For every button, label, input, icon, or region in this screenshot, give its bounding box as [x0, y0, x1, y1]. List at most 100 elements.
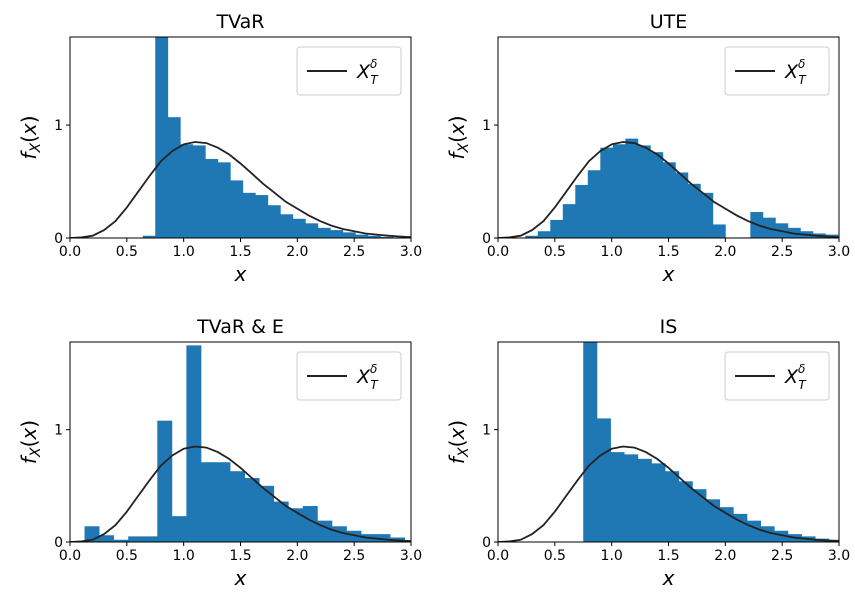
- histogram-bar: [113, 539, 129, 542]
- histogram-bar: [662, 162, 676, 238]
- y-tick-label: 1: [54, 423, 63, 439]
- histogram-bar: [186, 345, 202, 542]
- y-axis-label: fX(x): [17, 115, 44, 159]
- histogram-bar: [273, 501, 289, 542]
- histogram-bar: [562, 204, 576, 238]
- histogram-bar: [746, 520, 761, 542]
- x-tick-label: 1.5: [229, 548, 251, 564]
- histogram-bar: [171, 516, 187, 542]
- histogram-bar: [180, 144, 194, 238]
- histogram-bar: [678, 481, 693, 542]
- x-tick-label: 0.5: [544, 244, 566, 260]
- histogram-bar: [719, 507, 734, 542]
- histogram-bar: [280, 214, 294, 238]
- legend: Xδ T: [296, 351, 402, 401]
- chart-title: UTE: [650, 11, 688, 33]
- x-tick-label: 2.5: [343, 244, 365, 260]
- legend-label: Xδ T: [356, 57, 379, 87]
- chart-panel-1: 0.0 0.5 1.0 1.5 2.0 2.5 3.0 0 1 TVaR x fX(x) Xδ T: [17, 11, 422, 286]
- y-tick-label: 0: [482, 231, 491, 247]
- histogram-bar: [346, 530, 362, 542]
- x-tick-label: 2.0: [286, 244, 308, 260]
- histogram-bar: [596, 418, 611, 542]
- histogram-bar: [675, 172, 689, 238]
- y-tick-label: 1: [54, 118, 63, 134]
- x-axis-label: x: [234, 262, 247, 286]
- histogram-bar: [367, 235, 381, 238]
- histogram-bar: [267, 205, 281, 238]
- x-tick-label: 2.5: [771, 548, 793, 564]
- x-tick-label: 3.0: [828, 244, 850, 260]
- histogram-bar: [200, 462, 216, 542]
- histogram-bar: [167, 117, 181, 238]
- x-tick-label: 1.0: [601, 244, 623, 260]
- histogram-bar: [302, 506, 318, 542]
- x-tick-label: 1.5: [657, 548, 679, 564]
- histogram-bar: [330, 230, 344, 238]
- x-axis-label: x: [662, 566, 675, 590]
- histogram-bar: [612, 144, 626, 238]
- plot-area: [70, 345, 411, 542]
- histogram-bar: [142, 536, 158, 542]
- x-tick-label: 2.0: [714, 244, 736, 260]
- histogram-bar: [142, 235, 156, 238]
- histogram-bar: [774, 530, 789, 542]
- y-tick-label: 1: [482, 423, 491, 439]
- histogram-bar: [375, 534, 391, 542]
- legend: Xδ T: [724, 351, 830, 401]
- histogram-bar: [692, 489, 707, 542]
- x-tick-label: 2.5: [343, 548, 365, 564]
- histogram-bar: [687, 183, 701, 238]
- histogram-bar: [583, 342, 598, 542]
- density-curve: [498, 141, 839, 238]
- chart-title: TVaR: [216, 11, 265, 33]
- x-tick-label: 0.5: [116, 244, 138, 260]
- histogram-bar: [537, 231, 551, 238]
- y-tick-label: 1: [482, 118, 491, 134]
- histogram-bar: [205, 158, 219, 238]
- plot-area: [498, 138, 839, 238]
- legend: Xδ T: [296, 46, 402, 96]
- histogram-bar: [217, 162, 231, 238]
- histogram-bar: [651, 463, 666, 542]
- histogram-bar: [155, 37, 169, 238]
- histogram-bar: [625, 138, 639, 238]
- y-tick-label: 0: [482, 535, 491, 551]
- histogram-bar: [192, 145, 206, 238]
- legend: Xδ T: [724, 46, 830, 96]
- histogram-bar: [99, 535, 115, 542]
- x-tick-label: 1.0: [173, 244, 195, 260]
- histogram-bar: [305, 223, 319, 238]
- legend-label: Xδ T: [784, 362, 807, 392]
- histogram-bar: [288, 508, 304, 542]
- histogram-bar: [665, 471, 680, 542]
- x-axis-label: x: [662, 262, 675, 286]
- legend-box: [724, 351, 830, 401]
- y-axis-label: fX(x): [17, 420, 44, 464]
- chart-panel-4: 0.0 0.5 1.0 1.5 2.0 2.5 3.0 0 1 IS x fX(x) Xδ T: [445, 316, 850, 590]
- histogram-bar: [550, 219, 564, 238]
- histogram-bar: [733, 513, 748, 542]
- histogram-bar: [587, 170, 601, 238]
- x-tick-label: 2.0: [714, 548, 736, 564]
- plot-area: [498, 342, 839, 542]
- histogram-bar: [317, 227, 331, 238]
- chart-panel-2: 0.0 0.5 1.0 1.5 2.0 2.5 3.0 0 1 UTE x fX(x) Xδ T: [445, 11, 850, 286]
- histogram-bar: [700, 192, 714, 238]
- histogram-bar: [712, 224, 726, 238]
- y-tick-label: 0: [54, 535, 63, 551]
- histogram-bar: [380, 236, 394, 238]
- x-tick-label: 1.0: [173, 548, 195, 564]
- histogram-bar: [242, 192, 256, 238]
- x-axis-label: x: [234, 566, 247, 590]
- histogram-bar: [600, 147, 614, 238]
- histogram-bar: [342, 232, 356, 238]
- x-tick-label: 3.0: [828, 548, 850, 564]
- chart-panel-3: 0.0 0.5 1.0 1.5 2.0 2.5 3.0 0 1 TVaR & E x fX(x) Xδ T: [17, 316, 422, 590]
- histogram-bar: [128, 536, 144, 542]
- legend-label: Xδ T: [356, 362, 379, 392]
- histogram-bar: [355, 234, 369, 238]
- histogram-bar: [610, 452, 625, 542]
- histogram-bar: [292, 218, 306, 238]
